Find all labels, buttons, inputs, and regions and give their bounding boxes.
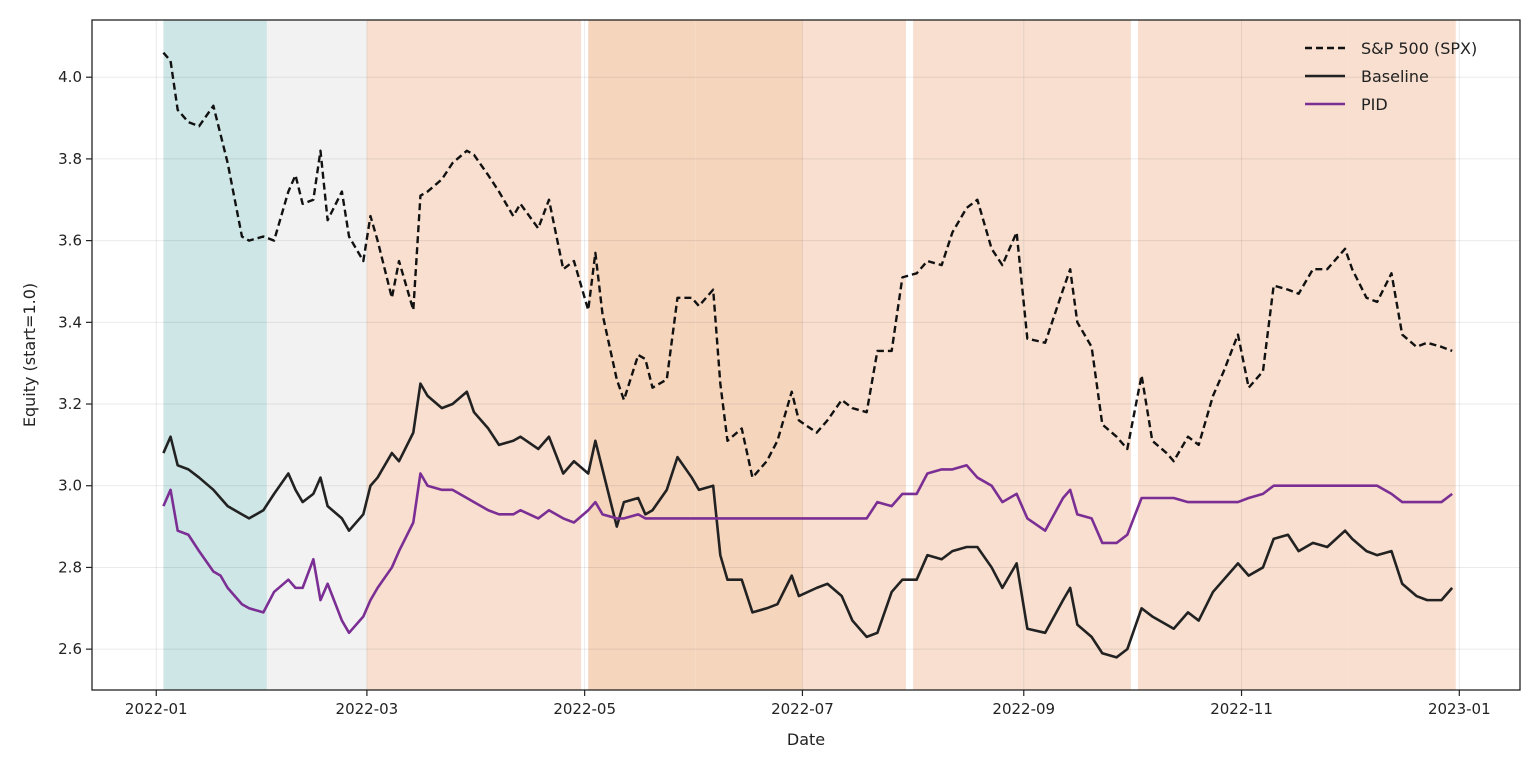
- legend: S&P 500 (SPX) Baseline PID: [1305, 39, 1477, 114]
- x-tick-label: 2023-01: [1428, 700, 1491, 718]
- y-axis-title: Equity (start=1.0): [20, 283, 39, 427]
- x-tick-label: 2022-01: [125, 700, 188, 718]
- y-tick-label: 2.8: [58, 558, 82, 576]
- regime-band-4: [477, 20, 582, 690]
- x-tick-label: 2022-03: [336, 700, 399, 718]
- series-line-baseline: [162, 382, 1454, 659]
- series-line-s-p-500-spx: [162, 51, 1453, 479]
- regime-band-3: [366, 20, 478, 690]
- series-line-pid: [162, 463, 1453, 635]
- y-tick-label: 3.4: [58, 313, 82, 331]
- series-lines: [162, 51, 1454, 659]
- x-tick-label: 2022-09: [992, 700, 1055, 718]
- regime-band-11: [1241, 20, 1349, 690]
- legend-label-pid: PID: [1361, 95, 1388, 114]
- regime-band-2: [266, 20, 367, 690]
- y-tick-label: 2.6: [58, 640, 82, 658]
- y-tick-label: 3.2: [58, 395, 82, 413]
- regime-band-5: [588, 20, 696, 690]
- regime-band-8: [913, 20, 1024, 690]
- legend-label-baseline: Baseline: [1361, 67, 1429, 86]
- regime-band-1: [163, 20, 267, 690]
- regime-band-9: [1023, 20, 1131, 690]
- regime-bands: [163, 20, 1456, 690]
- plot-frame: [91, 19, 1521, 691]
- gridlines: [92, 20, 1520, 690]
- x-tick-label: 2022-05: [553, 700, 616, 718]
- y-tick-label: 3.0: [58, 477, 82, 495]
- y-tick-label: 3.6: [58, 232, 82, 250]
- y-axis: 2.6 2.8 3.0 3.2 3.4 3.6 3.8 4.0: [58, 68, 92, 658]
- y-tick-label: 4.0: [58, 68, 82, 86]
- regime-band-12: [1348, 20, 1456, 690]
- x-axis: 2022-01 2022-03 2022-05 2022-07 2022-09 2022-…: [125, 690, 1491, 718]
- y-tick-label: 3.8: [58, 150, 82, 168]
- regime-band-6: [695, 20, 803, 690]
- x-tick-label: 2022-07: [771, 700, 834, 718]
- regime-band-10: [1138, 20, 1242, 690]
- regime-band-7: [802, 20, 906, 690]
- legend-label-s-p-500-spx: S&P 500 (SPX): [1361, 39, 1477, 58]
- x-axis-title: Date: [787, 730, 825, 749]
- x-tick-label: 2022-11: [1210, 700, 1273, 718]
